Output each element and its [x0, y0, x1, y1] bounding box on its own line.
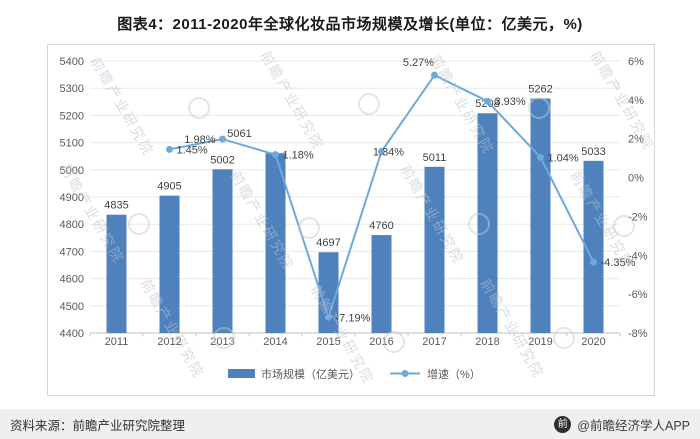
legend-line-marker	[401, 370, 409, 377]
x-axis-label: 2014	[263, 336, 287, 348]
qianzhan-app-logo-icon: 前	[554, 415, 572, 433]
growth-value-label: -4.35%	[601, 257, 636, 269]
growth-value-label: 1.34%	[373, 147, 404, 159]
x-axis-label: 2012	[157, 336, 181, 348]
x-axis-label: 2013	[210, 336, 234, 348]
growth-point-2015	[325, 313, 332, 321]
bar-value-label: 5061	[227, 128, 251, 140]
bar-2019	[530, 98, 551, 333]
growth-point-2012	[166, 145, 173, 153]
right-axis-tick: 0%	[628, 173, 644, 185]
bar-2012	[159, 195, 180, 333]
x-axis-label: 2018	[475, 336, 499, 348]
bar-2013	[212, 169, 233, 333]
footer-bar: 资料来源：前瞻产业研究院整理 前 @前瞻经济学人APP	[0, 409, 700, 439]
left-axis-tick: 4600	[60, 274, 84, 286]
credit-text: @前瞻经济学人APP	[577, 418, 690, 433]
growth-point-2020	[590, 258, 597, 266]
x-axis-label: 2011	[105, 336, 129, 348]
left-axis-tick: 5200	[60, 110, 84, 122]
growth-point-2018	[484, 97, 491, 105]
bar-value-label: 4835	[104, 200, 128, 212]
bar-value-label: 4905	[157, 181, 181, 193]
left-axis-tick: 4500	[60, 301, 84, 313]
bar-2016	[371, 235, 392, 333]
right-axis-tick: 4%	[628, 95, 644, 107]
growth-point-2014	[272, 151, 279, 159]
x-axis-label: 2017	[422, 336, 446, 348]
source-text: 资料来源：前瞻产业研究院整理	[10, 418, 186, 433]
bar-value-label: 5011	[423, 152, 447, 164]
x-axis-label: 2020	[581, 336, 605, 348]
bar-value-label: 4760	[369, 220, 393, 232]
left-axis-tick: 4800	[60, 219, 84, 231]
right-axis-tick: 2%	[628, 134, 644, 146]
chart-frame: 4400 4500 4600 4700 4800 4900 5000 5100 5200 5300…	[47, 44, 655, 396]
bar-2011	[106, 214, 127, 333]
left-axis-tick: 4900	[60, 192, 84, 204]
left-axis-tick: 5400	[60, 56, 84, 68]
growth-point-2017	[431, 71, 438, 79]
bar-value-label: 4697	[316, 237, 340, 249]
right-axis-tick: -2%	[628, 211, 648, 223]
growth-value-label: 1.45%	[177, 144, 208, 156]
growth-value-label: 1.98%	[184, 134, 215, 146]
bar-2014	[265, 153, 286, 333]
growth-value-label: 1.04%	[548, 152, 579, 164]
growth-value-label: 5.27%	[403, 57, 434, 69]
left-axis-tick: 5000	[60, 165, 84, 177]
growth-value-label: 1.18%	[283, 150, 314, 162]
legend-bar-swatch	[228, 369, 255, 378]
bar-2015	[318, 252, 339, 333]
bar-2017	[424, 166, 445, 333]
left-axis-tick: 4700	[60, 246, 84, 258]
bar-value-label: 5262	[528, 84, 552, 96]
credit: 前 @前瞻经济学人APP	[554, 415, 690, 434]
legend-line-label: 增速（%）	[427, 367, 481, 381]
growth-point-2013	[219, 135, 226, 143]
right-axis-tick: -8%	[628, 328, 648, 340]
growth-value-label: -7.19%	[336, 312, 371, 324]
left-axis-tick: 5100	[60, 138, 84, 150]
growth-value-label: 3.93%	[495, 96, 526, 108]
left-axis-tick: 4400	[60, 328, 84, 340]
bar-value-label: 5002	[210, 154, 234, 166]
x-axis-label: 2019	[528, 336, 552, 348]
x-axis-label: 2015	[316, 336, 340, 348]
legend-bar-label: 市场规模（亿美元）	[261, 367, 360, 381]
growth-point-2016	[378, 148, 385, 156]
market-size-growth-chart: 4400 4500 4600 4700 4800 4900 5000 5100 5200 5300…	[60, 56, 648, 381]
x-axis-label: 2016	[369, 336, 393, 348]
left-axis-tick: 5300	[60, 83, 84, 95]
right-axis-tick: -6%	[628, 289, 648, 301]
bar-2020	[583, 160, 604, 333]
chart-title: 图表4：2011-2020年全球化妆品市场规模及增长(单位：亿美元，%)	[117, 16, 583, 33]
growth-point-2019	[537, 153, 544, 161]
right-axis-tick: -4%	[628, 250, 648, 262]
bar-2018	[477, 113, 498, 333]
right-axis-tick: 6%	[628, 56, 644, 68]
bar-value-label: 5033	[581, 146, 605, 158]
